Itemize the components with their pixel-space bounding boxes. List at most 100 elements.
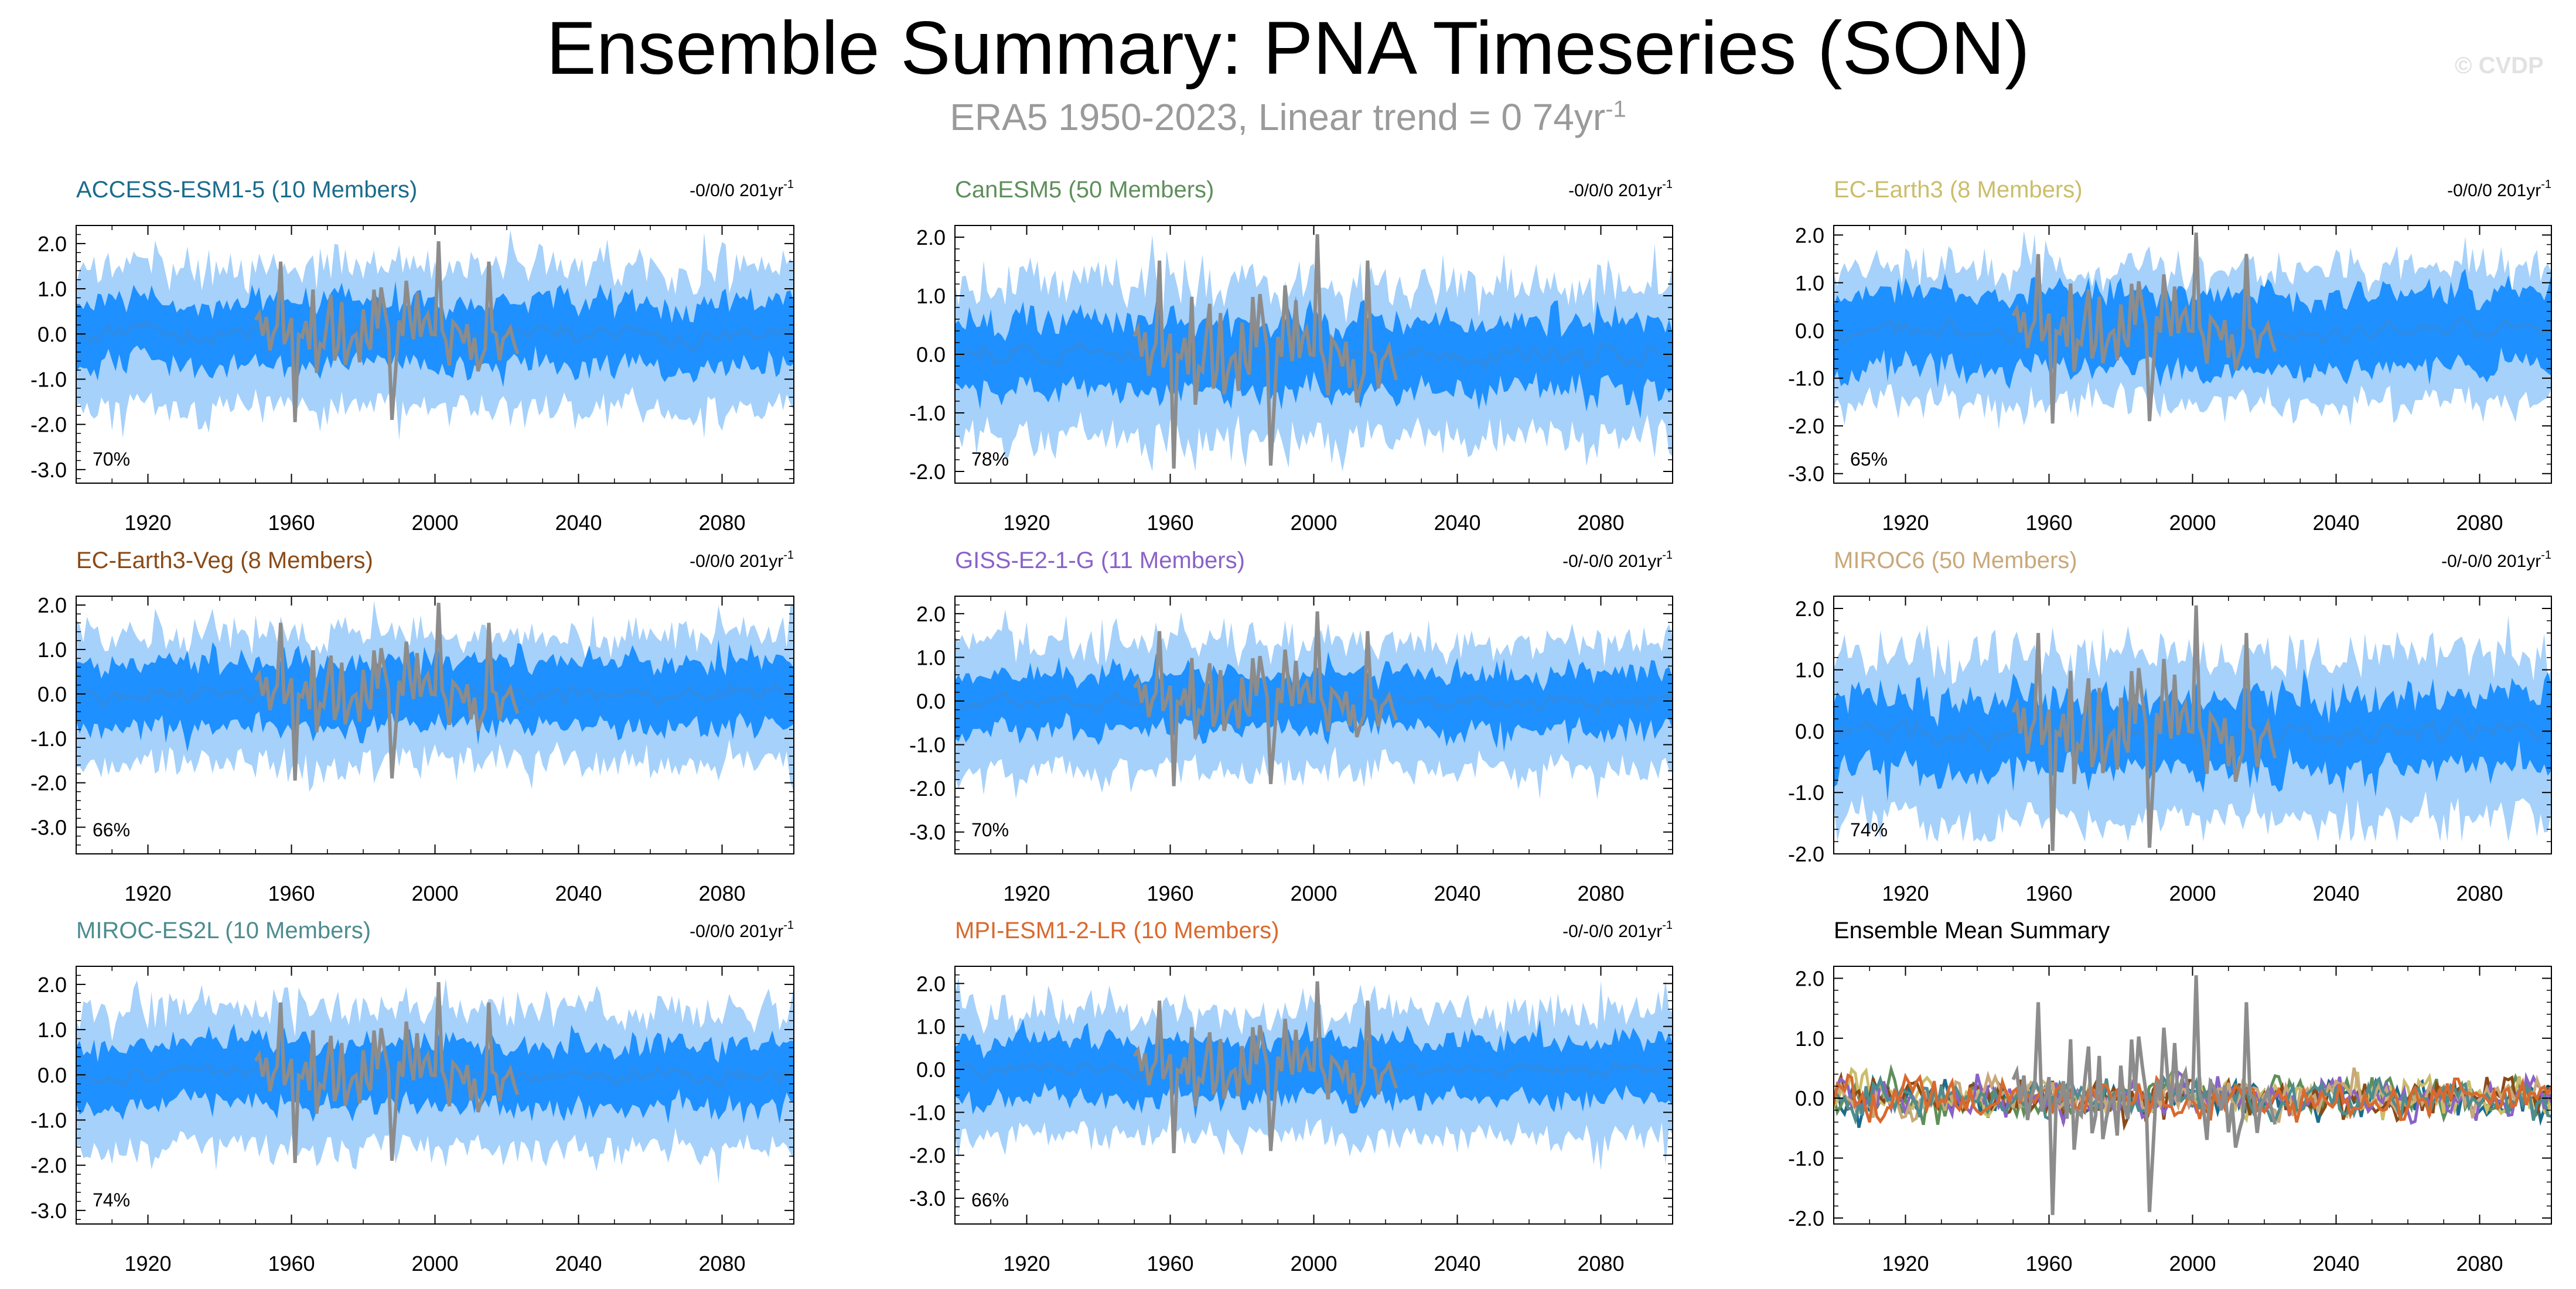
x-tick-label: 2040 (1434, 881, 1480, 905)
panel-miroc-es2l: -3.0 -2.0 -1.0 0.0 1.0 2.0 1920 1960 2000 2040 208… (30, 918, 794, 1276)
x-tick-label: 2080 (1577, 881, 1624, 905)
x-tick-label: 1920 (1003, 881, 1050, 905)
plot-area (76, 601, 794, 792)
trend-superscript: -1 (2541, 178, 2551, 191)
x-tick-label: 2040 (2312, 1252, 2359, 1276)
x-tick-label: 1960 (1147, 511, 1193, 535)
panel-canesm5: -2.0 -1.0 0.0 1.0 2.0 1920 1960 2000 2040 2080 Can… (909, 177, 1673, 535)
x-tick-label: 2080 (2456, 881, 2503, 905)
x-tick-label: 1960 (1147, 881, 1193, 905)
y-tick-label: -3.0 (30, 815, 67, 839)
trend-superscript: -1 (2541, 549, 2551, 562)
trend-superscript: -1 (1662, 919, 1673, 932)
y-tick-label: -1.0 (909, 1100, 946, 1124)
era5-observed-line (1132, 981, 1398, 1154)
trend-text: -0/0/0 201yr (1568, 181, 1662, 200)
y-tick-label: 0.0 (37, 682, 67, 706)
x-tick-label: 2000 (1290, 511, 1337, 535)
panel-title: EC-Earth3-Veg (8 Members) (76, 548, 373, 573)
y-tick-label: 2.0 (37, 593, 67, 617)
panel-title: MIROC-ES2L (10 Members) (76, 918, 371, 943)
y-tick-label: -2.0 (909, 1144, 946, 1168)
x-tick-label: 1920 (124, 881, 171, 905)
y-tick-label: -3.0 (1788, 462, 1824, 486)
x-tick-label: 1920 (1882, 1252, 1929, 1276)
percent-label: 65% (1850, 449, 1888, 470)
percent-label: 78% (971, 449, 1009, 470)
y-tick-label: -3.0 (30, 458, 67, 482)
panel-mpi-esm1-2-lr: -3.0 -2.0 -1.0 0.0 1.0 2.0 1920 1960 2000 2040 208… (909, 918, 1673, 1276)
y-tick-label: -3.0 (909, 820, 946, 844)
y-tick-label: 0.0 (37, 322, 67, 346)
x-tick-label: 2080 (698, 1252, 745, 1276)
y-tick-label: -2.0 (1788, 414, 1824, 438)
percent-label: 70% (971, 819, 1009, 840)
y-tick-label: -2.0 (909, 777, 946, 801)
trend-superscript: -1 (783, 178, 794, 191)
x-tick-label: 2000 (1290, 881, 1337, 905)
y-tick-label: -1.0 (909, 401, 946, 425)
plot-area (955, 609, 1673, 799)
x-tick-label: 2000 (2169, 881, 2216, 905)
era5-observed-line (2011, 975, 2277, 1215)
y-tick-label: 1.0 (916, 645, 946, 669)
trend-text: -0/-0/0 201yr (1562, 922, 1662, 941)
plot-area (1834, 605, 2551, 851)
x-tick-label: 2000 (2169, 511, 2216, 535)
x-tick-label: 2000 (411, 511, 458, 535)
subtitle-superscript: -1 (1605, 96, 1626, 122)
x-tick-label: 2040 (555, 881, 602, 905)
era5-observed-line (254, 241, 520, 422)
x-tick-label: 2040 (1434, 1252, 1480, 1276)
x-tick-label: 1960 (2025, 881, 2072, 905)
y-tick-label: -1.0 (909, 733, 946, 757)
y-tick-label: 2.0 (916, 972, 946, 996)
y-tick-label: 1.0 (1795, 271, 1824, 295)
era5-observed-line (1132, 234, 1398, 469)
percent-label: 66% (971, 1189, 1009, 1211)
panel-giss-e2-1-g: -3.0 -2.0 -1.0 0.0 1.0 2.0 1920 1960 2000 2040 208… (909, 548, 1673, 905)
cvdp-credit: © CVDP (2455, 53, 2544, 78)
y-tick-label: -1.0 (1788, 1146, 1824, 1170)
x-tick-label: 2080 (1577, 1252, 1624, 1276)
y-tick-label: 0.0 (1795, 319, 1824, 343)
x-tick-label: 1920 (1882, 511, 1929, 535)
y-tick-label: 2.0 (37, 232, 67, 256)
trend-label: -0/-0/0 201yr-1 (2441, 549, 2551, 571)
y-tick-label: -1.0 (1788, 367, 1824, 391)
panel-ec-earth3-veg: -3.0 -2.0 -1.0 0.0 1.0 2.0 1920 1960 2000 2040 208… (30, 548, 794, 905)
x-tick-label: 2040 (2312, 881, 2359, 905)
percent-label: 74% (93, 1189, 130, 1211)
x-tick-label: 2040 (555, 1252, 602, 1276)
y-tick-label: 1.0 (37, 277, 67, 301)
percent-label: 74% (1850, 819, 1888, 840)
percent-label: 70% (93, 449, 130, 470)
panel-miroc6: -2.0 -1.0 0.0 1.0 2.0 1920 1960 2000 2040 2080 MIR… (1788, 548, 2552, 905)
x-tick-label: 1920 (1882, 881, 1929, 905)
plot-area (76, 979, 794, 1184)
x-tick-label: 2040 (2312, 511, 2359, 535)
y-tick-label: -1.0 (30, 367, 67, 391)
trend-superscript: -1 (1662, 549, 1673, 562)
y-tick-label: 2.0 (1795, 597, 1824, 621)
trend-text: -0/0/0 201yr (690, 552, 783, 571)
x-tick-label: 2080 (1577, 511, 1624, 535)
x-tick-label: 2040 (1434, 511, 1480, 535)
panel-title: EC-Earth3 (8 Members) (1834, 177, 2083, 203)
x-tick-label: 2000 (1290, 1252, 1337, 1276)
era5-observed-line (2011, 233, 2277, 424)
trend-label: -0/0/0 201yr-1 (690, 549, 794, 571)
panel-title: Ensemble Mean Summary (1834, 918, 2110, 943)
y-tick-label: 1.0 (916, 284, 946, 308)
figure-title: Ensemble Summary: PNA Timeseries (SON) (546, 6, 2030, 90)
x-tick-label: 1960 (2025, 1252, 2072, 1276)
trend-text: -0/0/0 201yr (690, 922, 783, 941)
y-tick-label: -2.0 (909, 460, 946, 484)
y-tick-label: 1.0 (37, 638, 67, 662)
x-tick-label: 2080 (698, 881, 745, 905)
panel-title: ACCESS-ESM1-5 (10 Members) (76, 177, 417, 203)
y-tick-label: 2.0 (1795, 966, 1824, 990)
x-tick-label: 2000 (411, 881, 458, 905)
y-tick-label: -3.0 (909, 1187, 946, 1211)
y-tick-label: 2.0 (916, 225, 946, 249)
